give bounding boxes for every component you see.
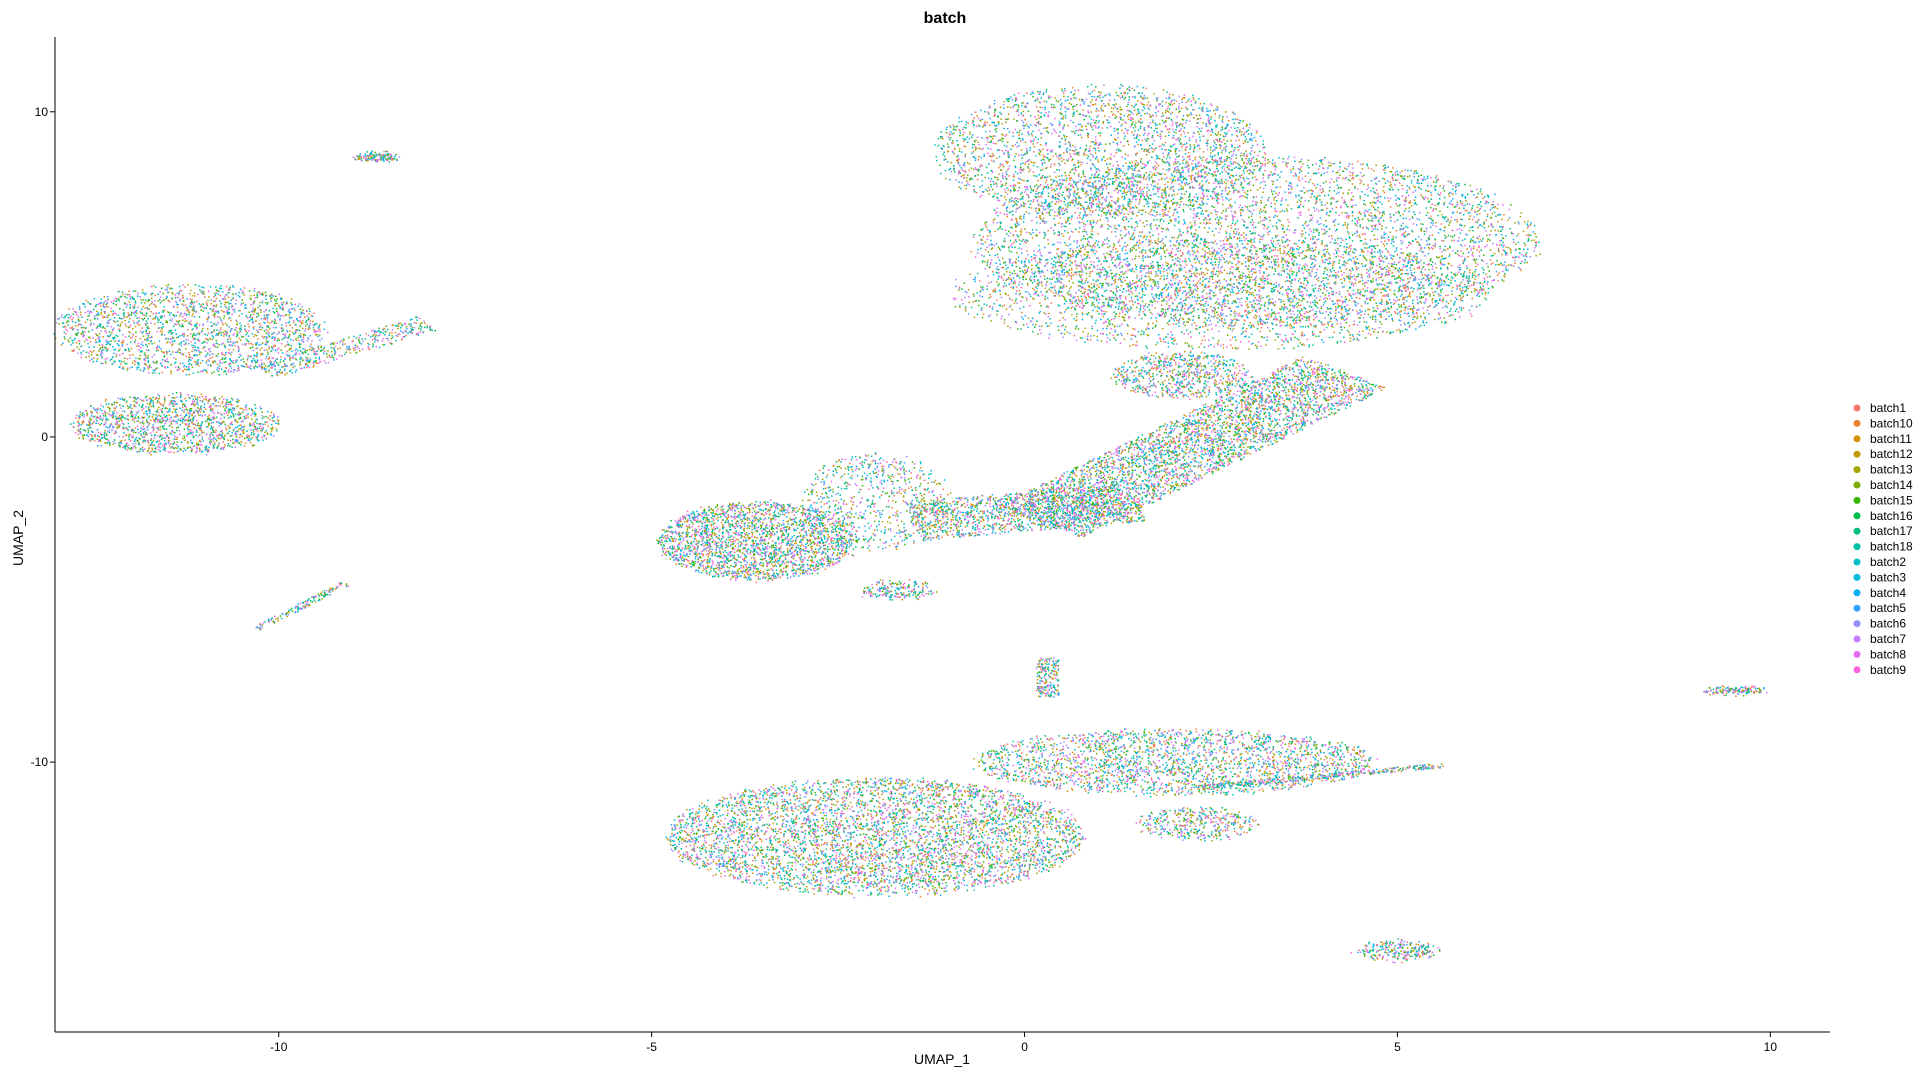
legend-key-batch3	[1853, 573, 1861, 581]
point-series-batch16	[62, 83, 1750, 962]
y-axis-title: UMAP_2	[10, 510, 26, 566]
point-series-batch13	[58, 91, 1762, 958]
legend-label-batch2: batch2	[1870, 555, 1906, 569]
legend-label-batch18: batch18	[1870, 540, 1913, 554]
legend-key-batch6	[1853, 620, 1861, 628]
legend-label-batch6: batch6	[1870, 617, 1906, 631]
legend-label-batch11: batch11	[1870, 432, 1912, 446]
point-series-batch2	[58, 86, 1750, 960]
legend-key-batch17	[1853, 527, 1861, 535]
point-series-batch17	[62, 85, 1749, 958]
legend-key-batch11	[1853, 435, 1861, 443]
x-tick-label: 0	[1021, 1040, 1028, 1054]
point-series-batch9	[65, 90, 1755, 961]
x-axis-ticks: -10 -5 0 5 10	[270, 1032, 1777, 1054]
point-series-batch7	[60, 92, 1768, 964]
legend-label-batch7: batch7	[1870, 632, 1906, 646]
legend-key-batch7	[1853, 635, 1861, 643]
legend-key-batch13	[1853, 466, 1861, 474]
legend-key-batch9	[1853, 666, 1861, 674]
scatter-points	[53, 83, 1768, 964]
legend-label-batch14: batch14	[1870, 478, 1913, 492]
x-tick-label: -10	[270, 1040, 288, 1054]
y-axis-ticks: -10 0 10	[31, 105, 55, 769]
legend-label-batch12: batch12	[1870, 447, 1913, 461]
legend-key-batch1	[1853, 404, 1861, 412]
legend-label-batch1: batch1	[1870, 401, 1906, 415]
point-series-batch15	[66, 88, 1762, 958]
point-series-batch4	[62, 85, 1748, 960]
point-series-batch6	[55, 84, 1746, 960]
legend-label-batch4: batch4	[1870, 586, 1906, 600]
x-tick-label: 5	[1394, 1040, 1401, 1054]
legend-label-batch5: batch5	[1870, 601, 1906, 615]
legend-key-batch14	[1853, 481, 1861, 489]
point-series-batch1	[63, 87, 1743, 964]
x-tick-label: -5	[646, 1040, 657, 1054]
legend-key-batch18	[1853, 543, 1861, 551]
legend-key-batch4	[1853, 589, 1861, 597]
point-series-batch12	[71, 92, 1760, 962]
legend-label-batch15: batch15	[1870, 493, 1913, 507]
x-axis-title: UMAP_1	[914, 1051, 970, 1067]
x-tick-label: 10	[1764, 1040, 1778, 1054]
point-series-batch10	[65, 86, 1761, 959]
point-series-batch3	[53, 92, 1765, 957]
legend-label-batch16: batch16	[1870, 509, 1913, 523]
legend-label-batch13: batch13	[1870, 463, 1913, 477]
legend-key-batch12	[1853, 450, 1861, 458]
chart-title: batch	[924, 10, 967, 27]
y-tick-label: 10	[35, 105, 49, 119]
point-series-batch11	[55, 95, 1762, 960]
legend-label-batch9: batch9	[1870, 663, 1906, 677]
legend-key-batch8	[1853, 650, 1861, 658]
legend: batch1batch10batch11batch12batch13batch1…	[1853, 401, 1913, 677]
legend-label-batch17: batch17	[1870, 524, 1913, 538]
point-series-batch5	[70, 85, 1765, 956]
legend-label-batch10: batch10	[1870, 416, 1913, 430]
legend-label-batch3: batch3	[1870, 570, 1906, 584]
legend-key-batch10	[1853, 419, 1861, 427]
legend-key-batch15	[1853, 496, 1861, 504]
legend-label-batch8: batch8	[1870, 647, 1906, 661]
point-series-batch18	[63, 83, 1761, 956]
legend-key-batch16	[1853, 512, 1861, 520]
y-tick-label: 0	[41, 430, 48, 444]
y-tick-label: -10	[31, 755, 49, 769]
point-series-batch8	[57, 88, 1762, 963]
legend-key-batch5	[1853, 604, 1861, 612]
legend-key-batch2	[1853, 558, 1861, 566]
